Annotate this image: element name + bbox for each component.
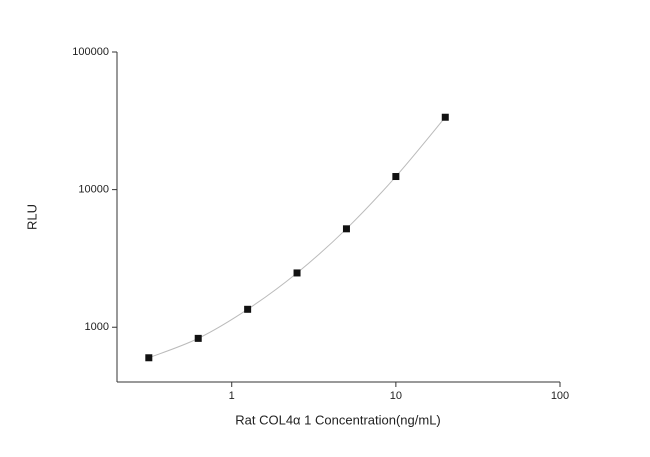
y-tick-label: 100000 — [72, 46, 109, 58]
x-axis-label: Rat COL4α 1 Concentration(ng/mL) — [235, 412, 441, 427]
data-point — [244, 305, 252, 313]
x-tick-label: 1 — [229, 390, 235, 402]
data-point — [293, 269, 301, 277]
data-point — [194, 334, 202, 342]
fit-curve — [148, 116, 446, 359]
x-tick-label: 100 — [551, 390, 569, 402]
y-tick-label: 1000 — [85, 321, 109, 333]
y-axis-label: RLU — [24, 204, 39, 230]
data-point — [441, 113, 449, 121]
data-point — [342, 225, 350, 233]
data-point — [145, 354, 153, 362]
data-point — [392, 173, 400, 181]
y-tick-label: 10000 — [78, 184, 109, 196]
x-tick-label: 10 — [390, 390, 402, 402]
